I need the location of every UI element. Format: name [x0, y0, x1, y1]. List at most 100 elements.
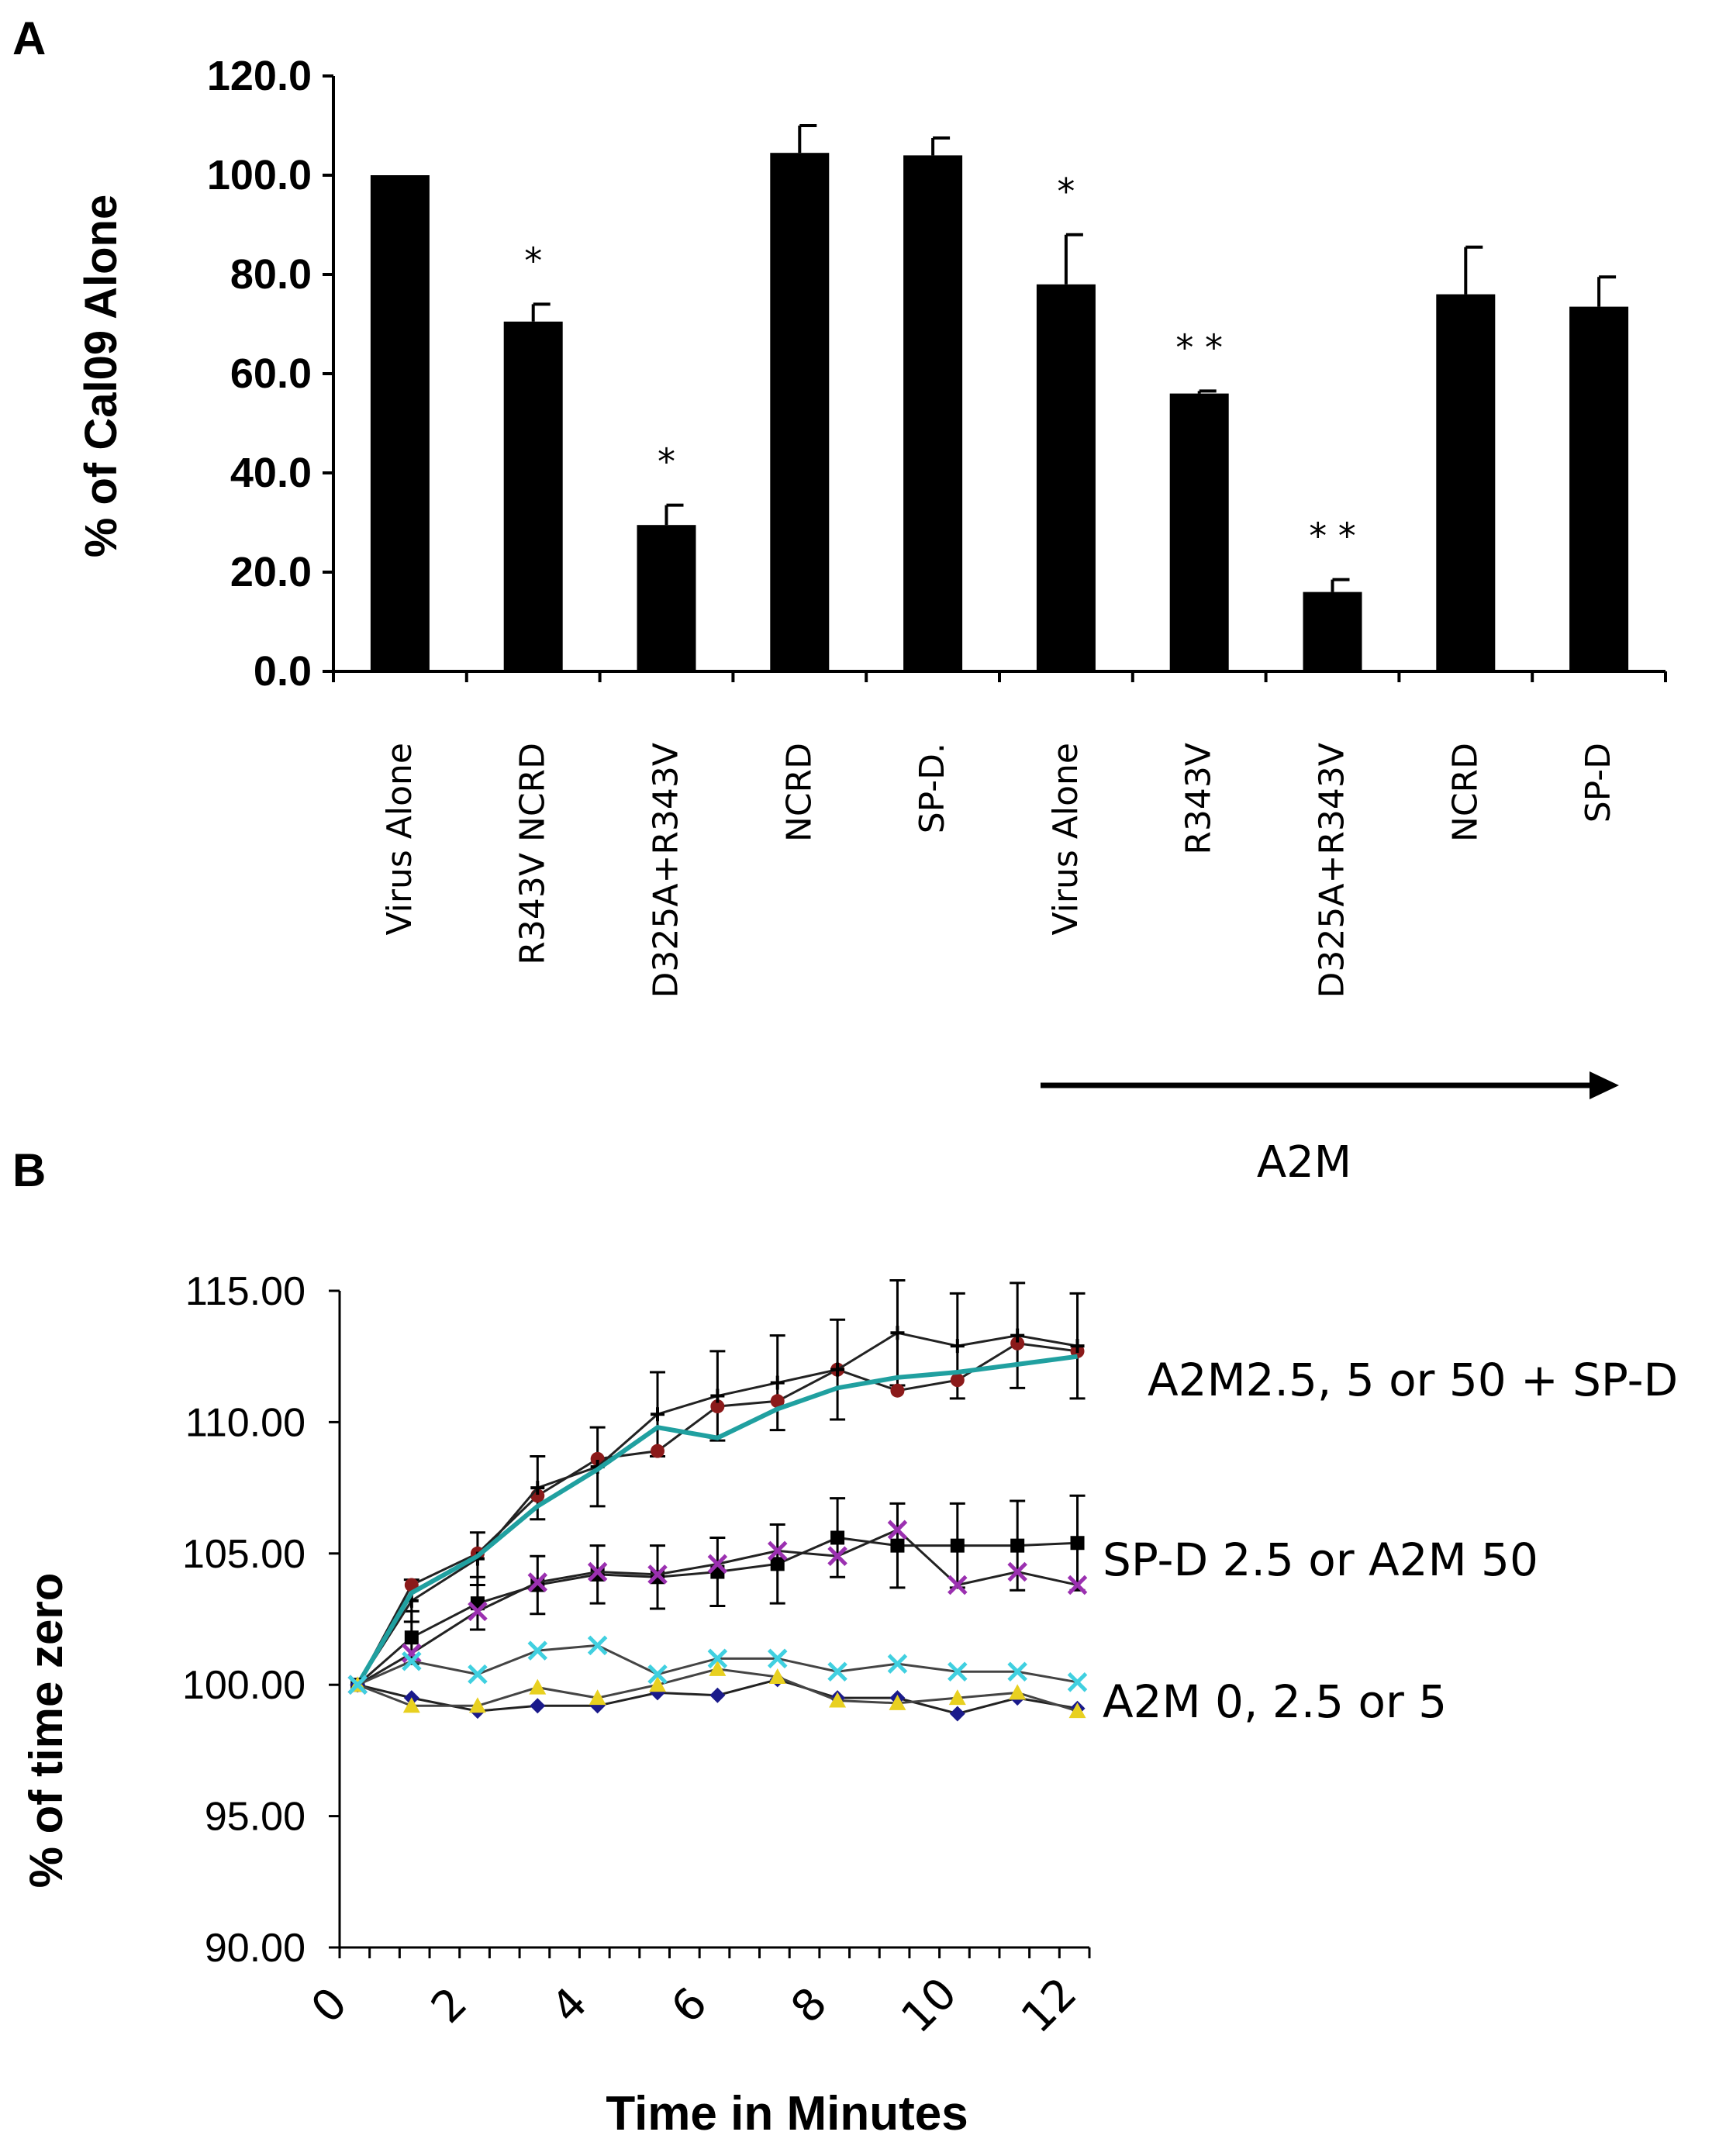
bar [370, 175, 430, 671]
data-point [948, 1575, 968, 1595]
data-point [589, 1689, 606, 1706]
panel-a-category-labels: Virus Alone R343V NCRD D325A+R343V NCRD SP-D… [380, 743, 1618, 998]
category-label: D325A+R343V [647, 743, 686, 998]
panel-b-y-tick-label: 105.00 [182, 1532, 305, 1577]
data-point [651, 1444, 665, 1458]
panel-b-line-chart: % of time zero Time in Minutes 90.00 95.0… [20, 1269, 1678, 2140]
category-label: NCRD [779, 743, 819, 842]
data-point [527, 1640, 548, 1661]
marker-stroke [402, 1643, 422, 1664]
marker-stroke [707, 1648, 728, 1669]
data-point [1067, 1575, 1088, 1595]
marker-stroke [948, 1661, 968, 1682]
significance-marker: * * [1175, 326, 1223, 368]
bar [1303, 592, 1362, 671]
marker-stroke [647, 1664, 668, 1685]
bar [770, 153, 830, 671]
data-point [709, 1687, 726, 1703]
marker-stroke [887, 1520, 908, 1540]
category-label: NCRD [1445, 743, 1485, 842]
data-point [768, 1668, 786, 1685]
marker-stroke [948, 1575, 968, 1595]
category-label: D325A+R343V [1313, 743, 1352, 998]
marker-stroke [827, 1546, 847, 1566]
data-point [1070, 1536, 1085, 1551]
data-point [1007, 1561, 1027, 1582]
panel-b-x-tick-label: 6 [661, 1978, 716, 2033]
data-point [829, 1692, 847, 1708]
panel-b-y-axis-label: % of time zero [20, 1573, 72, 1889]
panel-b-y-tick-label: 115.00 [185, 1269, 305, 1314]
data-point [647, 1564, 668, 1585]
data-point [468, 1601, 488, 1622]
marker-stroke [887, 1654, 908, 1674]
panel-a-bars: * * * * * * * [370, 124, 1629, 671]
data-point [948, 1661, 968, 1682]
panel-a-y-axis-label: % of Cal09 Alone [76, 195, 126, 557]
panel-a-axes: 0.0 20.0 40.0 60.0 80.0 100.0 120.0 [207, 53, 1667, 695]
data-point [830, 1362, 845, 1377]
data-point [1009, 1684, 1027, 1700]
a2m-arrow-head [1590, 1071, 1619, 1099]
data-point [527, 1572, 548, 1592]
data-point [710, 1399, 725, 1414]
bar [1569, 306, 1629, 671]
data-point [647, 1664, 668, 1685]
panel-b-x-tick-label: 10 [892, 1968, 966, 2043]
significance-marker: * [1057, 171, 1075, 212]
a2m-bracket: A2M [1041, 1071, 1619, 1188]
data-point [890, 1538, 905, 1553]
data-point [707, 1554, 728, 1575]
data-point [890, 1326, 905, 1340]
category-label: Virus Alone [1046, 743, 1086, 935]
bar [1436, 294, 1496, 671]
marker-stroke [468, 1601, 488, 1622]
data-point [468, 1697, 486, 1713]
panel-b-x-tick-label: 8 [782, 1978, 837, 2033]
data-point [767, 1648, 788, 1669]
marker-stroke [767, 1648, 788, 1669]
category-label: SP-D. [913, 743, 952, 833]
panel-a-y-tick-label: 40.0 [230, 450, 312, 496]
marker-stroke [402, 1651, 422, 1671]
category-label: R343V [1179, 743, 1219, 855]
panel-a-y-tick-label: 100.0 [207, 152, 312, 198]
series-a2m-2-5 [349, 1660, 1086, 1719]
data-point [1068, 1702, 1086, 1719]
panel-label-b: B [12, 1144, 46, 1196]
data-point [770, 1557, 785, 1571]
data-point [887, 1520, 908, 1540]
data-point [1070, 1339, 1085, 1354]
bar [503, 321, 563, 671]
data-point [404, 1630, 419, 1645]
category-label: Virus Alone [380, 743, 419, 935]
panel-a-bar-chart: % of Cal09 Alone 0.0 20.0 40.0 60.0 80.0 100.… [76, 53, 1667, 1188]
data-point [649, 1676, 667, 1692]
marker-stroke [587, 1561, 608, 1582]
panel-label-a: A [12, 12, 46, 64]
bar [637, 525, 696, 671]
data-point [1010, 1328, 1025, 1343]
significance-marker: * [524, 240, 542, 281]
panel-b-y-tick-label: 100.00 [182, 1663, 305, 1708]
data-point [529, 1678, 547, 1695]
significance-marker: * [658, 441, 675, 483]
panel-b-x-axis-label: Time in Minutes [606, 2087, 968, 2140]
data-point [889, 1694, 906, 1710]
data-point [1010, 1538, 1025, 1553]
panel-a-y-tick-label: 120.0 [207, 53, 312, 99]
data-point [402, 1697, 420, 1713]
series-line [355, 1354, 1078, 1686]
marker-stroke [1007, 1561, 1027, 1582]
data-point [530, 1481, 545, 1495]
series-sp-d-2-5 [350, 1530, 1085, 1692]
panel-b-x-tick-label: 4 [542, 1978, 597, 2033]
panel-b-y-tick-label: 90.00 [205, 1926, 305, 1971]
marker-stroke [1067, 1672, 1088, 1692]
marker-stroke [527, 1572, 548, 1592]
panel-b-y-tick-label: 110.00 [185, 1400, 305, 1445]
data-point [950, 1373, 965, 1388]
marker-stroke [527, 1640, 548, 1661]
panel-b-x-tick-label: 12 [1012, 1968, 1086, 2043]
